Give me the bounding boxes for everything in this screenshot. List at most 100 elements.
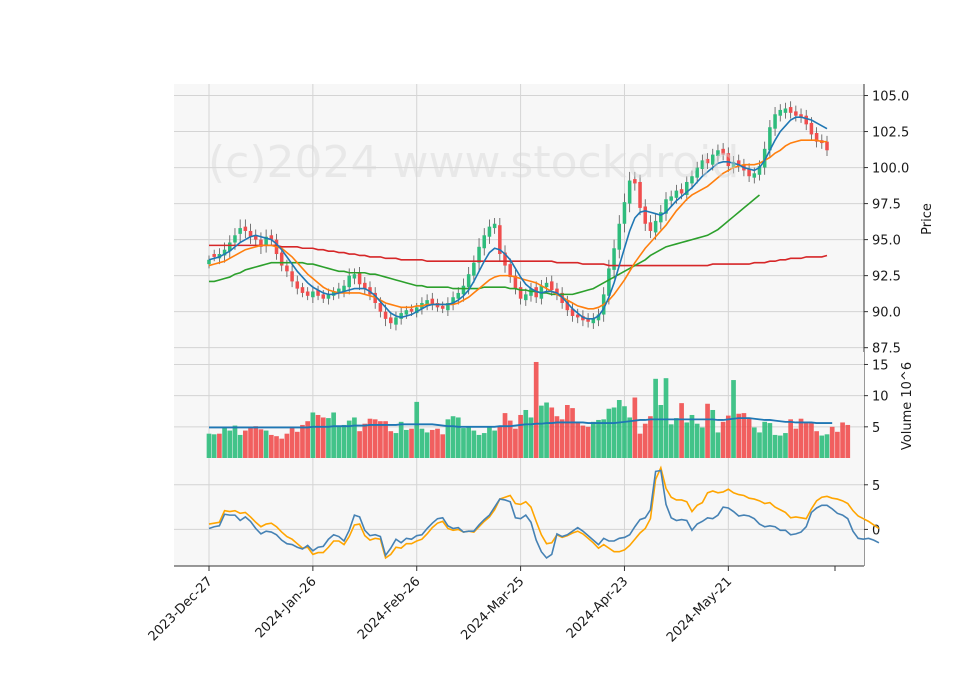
price-ytick-label: 87.5	[872, 342, 901, 357]
volume-bar	[243, 430, 248, 458]
volume-bar	[217, 433, 222, 458]
volume-bar	[383, 421, 388, 458]
volume-bar	[471, 430, 477, 458]
candle-body	[321, 294, 326, 299]
volume-bar	[404, 429, 409, 458]
volume-bar	[809, 423, 814, 458]
candle-body	[768, 127, 772, 151]
candle-body	[487, 226, 492, 237]
candle-body	[794, 111, 798, 116]
volume-bar	[632, 397, 638, 458]
macd-background	[174, 458, 864, 566]
volume-bar	[627, 417, 632, 458]
volume-bar	[326, 418, 331, 458]
candle-body	[638, 181, 642, 208]
volume-bar	[367, 418, 373, 458]
volume-bar	[544, 402, 549, 458]
volume-bar	[829, 426, 835, 458]
candle-body	[347, 275, 351, 288]
volume-bar	[507, 420, 513, 458]
macd-ytick-label: 5	[872, 479, 880, 494]
ma-slow-line	[209, 194, 761, 296]
candle-body	[690, 176, 694, 184]
candle-body	[253, 235, 258, 240]
x-tick-label: 2023-Dec-27	[146, 574, 216, 644]
ma-mid-line	[208, 139, 827, 310]
candle-body	[555, 288, 559, 295]
candle-body	[316, 290, 320, 296]
volume-bar	[528, 417, 534, 458]
volume-bar	[637, 433, 643, 458]
candle-body	[357, 272, 362, 285]
volume-bar	[435, 428, 440, 458]
volume-bar	[455, 417, 461, 458]
volume-bar	[274, 436, 279, 458]
candle-body	[290, 271, 294, 282]
volume-bar	[559, 419, 565, 458]
candle-body	[326, 294, 331, 299]
price-ytick-label: 97.5	[872, 198, 901, 213]
candle-body	[549, 281, 554, 291]
volume-bar	[450, 416, 456, 458]
volume-bar	[715, 432, 721, 458]
volume-bar	[549, 407, 555, 458]
candle-body	[607, 268, 611, 296]
volume-bar	[445, 419, 451, 458]
candle-body	[228, 242, 232, 252]
volume-bar	[580, 425, 586, 458]
candle-body	[653, 220, 658, 233]
price-ytick-label: 105.0	[872, 90, 909, 105]
price-ytick-label: 95.0	[872, 234, 901, 249]
candle-body	[747, 169, 751, 177]
volume-bar	[263, 430, 269, 458]
volume-bar	[824, 434, 830, 458]
candle-body	[757, 166, 762, 175]
volume-bar	[590, 421, 596, 458]
volume-bar	[352, 417, 357, 458]
candle-body	[570, 308, 575, 316]
volume-bar	[461, 428, 466, 458]
volume-bar	[596, 419, 601, 458]
volume-bar	[705, 403, 710, 458]
candle-body	[492, 223, 497, 229]
price-ytick-label: 90.0	[872, 306, 901, 321]
volume-bar	[227, 430, 233, 458]
volume-bar	[466, 427, 472, 458]
volume-bar	[289, 428, 295, 458]
candle-body	[300, 287, 305, 293]
candle-body	[508, 264, 512, 278]
candle-body	[388, 317, 393, 324]
volume-bar	[357, 431, 362, 458]
candle-body	[695, 167, 699, 178]
candle-body	[498, 225, 502, 255]
volume-bar	[211, 434, 217, 458]
volume-bar	[679, 403, 684, 458]
candle-body	[825, 141, 829, 151]
volume-bar	[258, 429, 264, 458]
candle-body	[685, 181, 689, 195]
volume-bar	[616, 400, 622, 458]
candle-body	[700, 160, 705, 170]
x-axis: 2023-Dec-27 2024-Jan-26 2024-Feb-26 2024-Ma…	[146, 565, 864, 645]
watermark-text: (c)2024 www.stockdroid	[208, 137, 739, 188]
volume-bar	[222, 426, 227, 458]
volume-bar	[725, 415, 731, 458]
price-panel: 87.5 90.0 92.5 95.0 97.5 100.0 102.5 105.0	[174, 84, 909, 566]
ma-fast-line	[208, 116, 828, 320]
candle-body	[710, 154, 715, 165]
candle-body	[264, 236, 268, 246]
volume-bar	[689, 414, 695, 458]
volume-bar	[310, 412, 316, 458]
volume-bar	[497, 425, 503, 458]
volume-bar	[757, 432, 762, 458]
candle-body	[503, 252, 507, 266]
volume-axis-label: Volume 10^6	[900, 362, 915, 450]
volume-bar	[694, 423, 700, 458]
volume-bar	[429, 429, 435, 458]
volume-bar	[320, 417, 326, 458]
volume-bar	[518, 414, 523, 458]
volume-bar	[803, 423, 809, 458]
volume-bar	[539, 405, 544, 458]
candle-body	[269, 235, 274, 240]
